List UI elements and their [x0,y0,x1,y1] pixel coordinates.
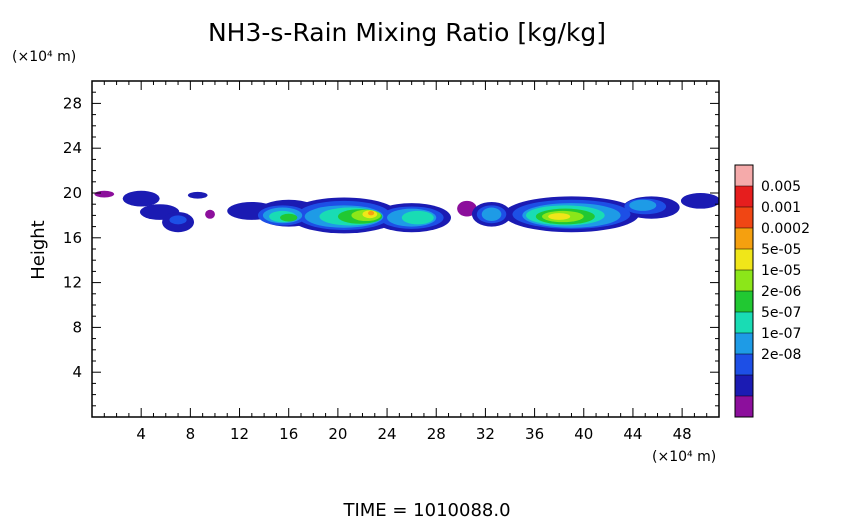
colorbar-swatch [735,291,753,312]
contour-blob [205,209,215,219]
contour-blob [457,200,477,217]
colorbar-swatch [735,375,753,396]
y-axis-label: Height [28,220,49,280]
y-tick-label: 12 [63,274,82,292]
colorbar-swatch [735,186,753,207]
colorbar-label: 0.005 [761,179,801,195]
x-tick-label: 24 [378,425,397,443]
contour-blob [368,210,375,216]
colorbar-label: 5e-05 [761,242,801,258]
contour-blob [187,191,208,199]
contour-blob [169,215,187,225]
colorbar: 0.005 0.001 0.0002 5e-05 1e-05 2e-06 5e-07 1e-0… [734,164,810,418]
x-tick-label: 12 [230,425,249,443]
colorbar-label: 5e-07 [761,305,801,321]
contour-blob [680,193,719,209]
y-tick-label: 20 [63,184,82,202]
contour-blob [280,213,298,222]
colorbar-label: 2e-08 [761,347,801,363]
x-tick-label: 8 [186,425,196,443]
colorbar-label: 1e-05 [761,263,801,279]
contour-blob [94,190,115,198]
x-tick-label: 44 [623,425,642,443]
contour-blob [401,210,434,225]
y-tick-label: 16 [63,229,82,247]
colorbar-label: 0.001 [761,200,801,216]
colorbar-swatch [735,354,753,375]
y-tick-label: 24 [63,139,82,157]
y-unit-label: (×10⁴ m) [12,49,76,65]
y-tick-label: 4 [72,363,82,381]
x-tick-label: 28 [427,425,446,443]
colorbar-swatch [735,396,753,417]
colorbar-label: 0.0002 [761,221,810,237]
contour-blob [481,207,502,221]
y-tick-label: 8 [72,318,82,336]
x-unit-label: (×10⁴ m) [652,449,716,465]
y-tick-label: 28 [63,94,82,112]
contour-blob [548,213,571,220]
x-tick-label: 48 [673,425,692,443]
contour-field [94,190,719,234]
chart-title: NH3-s-Rain Mixing Ratio [kg/kg] [208,18,606,47]
colorbar-label: 1e-07 [761,326,801,342]
x-tick-label: 4 [136,425,146,443]
colorbar-swatch [735,228,753,249]
x-tick-label: 20 [328,425,347,443]
x-tick-label: 32 [476,425,495,443]
colorbar-swatch [735,207,753,228]
colorbar-swatch [735,312,753,333]
colorbar-swatch [735,165,753,186]
contour-blob [122,190,160,207]
colorbar-swatch [735,270,753,291]
colorbar-swatch [735,333,753,354]
colorbar-swatch [735,249,753,270]
footer-time: TIME = 1010088.0 [342,500,510,519]
plot-frame [91,80,720,418]
colorbar-label: 2e-06 [761,284,801,300]
x-tick-label: 40 [574,425,593,443]
x-tick-label: 36 [525,425,544,443]
x-tick-label: 16 [279,425,298,443]
contour-blob [629,199,657,211]
